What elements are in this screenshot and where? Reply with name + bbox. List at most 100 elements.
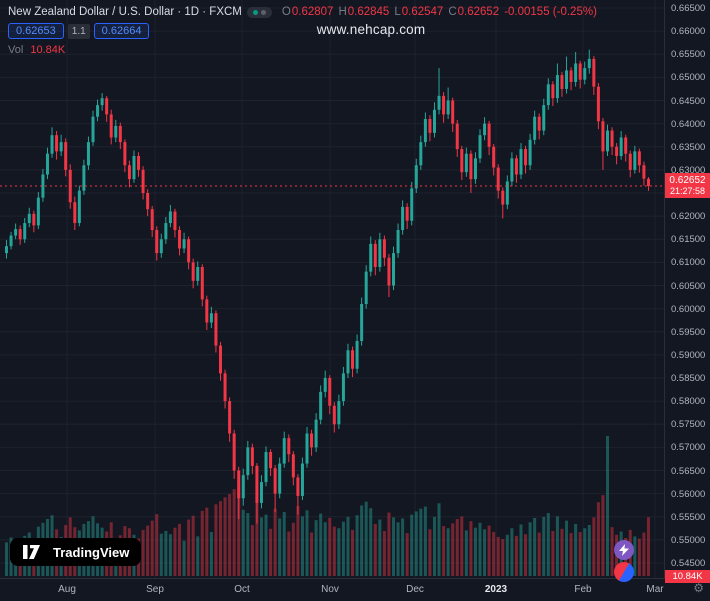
volume-bar (528, 522, 532, 576)
volume-label[interactable]: Vol (8, 44, 24, 56)
volume-bar (250, 524, 254, 576)
price-axis-label: 0.60000 (671, 303, 706, 315)
volume-bar (200, 510, 204, 576)
volume-axis-badge: 10.84K (665, 570, 710, 583)
price-axis-label: 0.62000 (671, 211, 706, 223)
volume-bar (351, 529, 355, 576)
candle-body (5, 246, 8, 254)
price-axis-label: 0.64000 (671, 118, 706, 130)
volume-bar (392, 517, 396, 576)
volume-bar (546, 513, 550, 576)
volume-bar (574, 523, 578, 576)
candle-body (569, 70, 573, 82)
buy-button[interactable]: 0.62664 (93, 23, 150, 39)
price-axis-label: 0.66500 (671, 3, 706, 14)
price-axis-label: 0.63000 (671, 164, 706, 176)
lightning-icon[interactable] (614, 540, 634, 560)
candle-body (241, 475, 245, 499)
volume-bar (269, 528, 273, 576)
candle-body (45, 153, 49, 175)
candle-body (373, 243, 377, 267)
candle-body (191, 262, 195, 281)
candle-body (259, 482, 263, 503)
price-axis-label: 0.58000 (671, 396, 706, 408)
volume-bar (646, 517, 650, 576)
volume-bar (164, 530, 168, 576)
candle-body (537, 116, 541, 131)
volume-bar (642, 532, 646, 576)
candle-body (560, 75, 564, 89)
candle-body (105, 98, 109, 115)
candle-body (91, 116, 95, 143)
candle-body (505, 181, 509, 205)
candle-body (264, 452, 268, 483)
volume-bar (146, 525, 150, 576)
candle-body (164, 223, 168, 240)
volume-bar (442, 526, 446, 576)
candle-body (36, 197, 40, 226)
candle-body (300, 463, 304, 496)
candle-body (496, 167, 500, 191)
candle-body (460, 149, 464, 173)
volume-bar (473, 527, 477, 576)
candle-body (59, 142, 63, 152)
low-value: 0.62547 (401, 6, 444, 18)
candle-body (77, 190, 81, 224)
candle-body (451, 100, 455, 124)
candle-body (642, 165, 646, 179)
price-axis-label: 0.61000 (671, 257, 706, 269)
candle-body (155, 230, 159, 254)
volume-bar (150, 520, 154, 576)
spread-value: 1.1 (67, 23, 90, 39)
volume-bar (209, 532, 213, 576)
volume-bar (460, 516, 464, 576)
axis-settings-gear-icon[interactable]: ⚙ (693, 581, 704, 595)
volume-row: Vol 10.84K (8, 44, 597, 56)
price-axis-label: 0.55500 (671, 511, 706, 523)
candle-body (323, 378, 327, 392)
high-value: 0.62845 (347, 6, 390, 18)
candle-body (419, 142, 423, 166)
volume-bar (246, 513, 250, 576)
volume-bar (410, 514, 414, 576)
candle-body (646, 178, 650, 186)
tradingview-logo[interactable]: TradingView (10, 538, 142, 566)
candle-body (355, 341, 359, 369)
symbol-title[interactable]: New Zealand Dollar / U.S. Dollar · 1D · … (8, 6, 242, 18)
volume-bar (173, 527, 177, 576)
price-axis-label: 0.57000 (671, 442, 706, 454)
volume-bar (437, 503, 441, 576)
volume-bar (487, 525, 491, 576)
volume-bar (387, 512, 391, 576)
time-axis[interactable]: Aug Sep Oct Nov Dec 2023 Feb Mar (0, 578, 710, 601)
candle-body (492, 146, 496, 168)
price-chart[interactable] (0, 0, 664, 578)
volume-bar (237, 484, 241, 576)
candle-body (296, 477, 300, 496)
candle-body (146, 193, 150, 210)
candle-body (378, 239, 382, 267)
volume-bar (305, 510, 309, 576)
candle-body (282, 438, 286, 464)
price-change: -0.00155 (-0.25%) (504, 6, 597, 18)
visibility-toggle-icon[interactable] (246, 6, 272, 18)
candle-body (132, 156, 136, 180)
candle-body (615, 146, 619, 156)
candle-body (27, 213, 31, 224)
mood-icon[interactable] (614, 562, 634, 582)
volume-bar (232, 489, 236, 576)
candle-body (473, 158, 477, 180)
price-axis[interactable]: 0.66500 0.66000 0.65500 0.65000 0.64500 0.640… (664, 0, 710, 578)
volume-bar (364, 501, 368, 576)
sell-button[interactable]: 0.62653 (8, 23, 64, 39)
candle-body (64, 142, 68, 170)
volume-bar (296, 506, 300, 576)
volume-bar (605, 436, 609, 576)
last-price-value: 0.62652 (669, 174, 706, 186)
price-axis-label: 0.56000 (671, 488, 706, 500)
time-axis-label: Aug (58, 584, 76, 595)
candle-body (364, 271, 368, 304)
price-axis-label: 0.65000 (671, 72, 706, 84)
candle-body (228, 401, 232, 434)
